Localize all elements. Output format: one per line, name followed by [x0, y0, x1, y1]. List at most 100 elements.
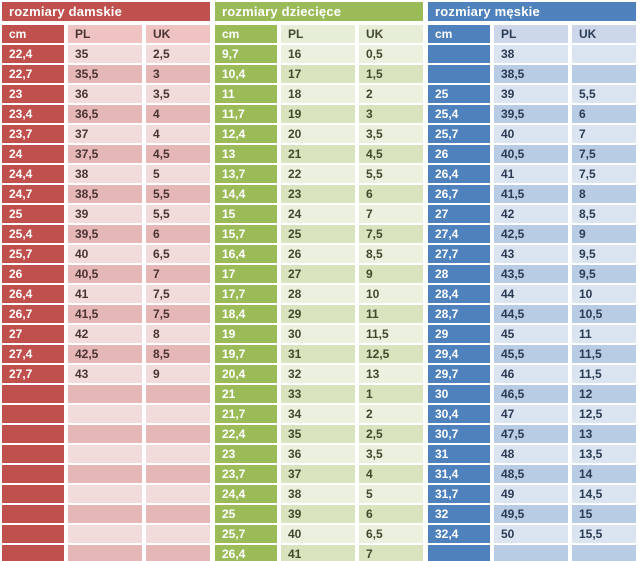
cell-uk: 6	[572, 105, 636, 123]
cell-pl: 33	[281, 385, 355, 403]
cell-pl	[68, 425, 142, 443]
size-table-women: cm PL UK 22,4 35 2,5 22,7 35,5 3 23 36 3,5 23,4 36…	[2, 25, 210, 561]
cell-cm: 29	[428, 325, 490, 343]
cell-pl: 42	[494, 205, 568, 223]
cell-cm: 16,4	[215, 245, 277, 263]
cell-cm: 32,4	[428, 525, 490, 543]
cell-cm: 26,4	[2, 285, 64, 303]
cell-uk: 2,5	[359, 425, 423, 443]
cell-cm: 24,4	[2, 165, 64, 183]
cell-uk: 7	[359, 545, 423, 561]
cell-uk: 5,5	[146, 205, 210, 223]
cell-cm	[2, 445, 64, 463]
cell-uk	[146, 385, 210, 403]
cell-cm: 28	[428, 265, 490, 283]
cell-pl: 49	[494, 485, 568, 503]
cell-pl: 24	[281, 205, 355, 223]
col-header-pl: PL	[281, 25, 355, 43]
cell-cm: 27,4	[428, 225, 490, 243]
cell-cm: 17,7	[215, 285, 277, 303]
cell-uk: 10	[359, 285, 423, 303]
cell-pl: 39	[68, 205, 142, 223]
cell-pl: 25	[281, 225, 355, 243]
cell-pl	[68, 505, 142, 523]
cell-cm: 32	[428, 505, 490, 523]
cell-cm: 14,4	[215, 185, 277, 203]
cell-pl: 21	[281, 145, 355, 163]
section-title-women: rozmiary damskie	[2, 2, 210, 21]
cell-pl: 46,5	[494, 385, 568, 403]
cell-cm	[2, 485, 64, 503]
cell-cm: 28,4	[428, 285, 490, 303]
cell-pl: 47	[494, 405, 568, 423]
cell-pl: 45	[494, 325, 568, 343]
cell-cm	[428, 545, 490, 561]
cell-uk: 9,5	[572, 265, 636, 283]
cell-pl: 47,5	[494, 425, 568, 443]
section-men: rozmiary męskie cm PL UK 38 38,5 25 39 5,5 25…	[428, 2, 636, 561]
cell-pl	[494, 545, 568, 561]
cell-uk: 5,5	[572, 85, 636, 103]
cell-pl: 17	[281, 65, 355, 83]
cell-cm: 22,7	[2, 65, 64, 83]
cell-uk: 4	[359, 465, 423, 483]
cell-uk	[146, 445, 210, 463]
cell-uk: 2	[359, 85, 423, 103]
cell-uk	[146, 545, 210, 561]
cell-uk: 2,5	[146, 45, 210, 63]
cell-cm: 23,7	[2, 125, 64, 143]
cell-pl: 38	[68, 165, 142, 183]
cell-pl: 39	[281, 505, 355, 523]
cell-cm: 31,4	[428, 465, 490, 483]
cell-cm: 25,7	[215, 525, 277, 543]
size-table-men: cm PL UK 38 38,5 25 39 5,5 25,4 39,5 6 25,7 40 7 26…	[428, 25, 636, 561]
cell-pl	[68, 545, 142, 561]
cell-uk: 6,5	[359, 525, 423, 543]
cell-pl: 43,5	[494, 265, 568, 283]
cell-cm: 31	[428, 445, 490, 463]
cell-uk: 15,5	[572, 525, 636, 543]
cell-cm: 21,7	[215, 405, 277, 423]
cell-pl: 34	[281, 405, 355, 423]
cell-pl: 41	[68, 285, 142, 303]
cell-uk: 1,5	[359, 65, 423, 83]
cell-cm	[428, 45, 490, 63]
cell-cm: 24,4	[215, 485, 277, 503]
cell-cm: 25,4	[428, 105, 490, 123]
cell-cm: 13	[215, 145, 277, 163]
col-header-cm: cm	[215, 25, 277, 43]
cell-pl: 37,5	[68, 145, 142, 163]
cell-pl: 40	[68, 245, 142, 263]
cell-cm: 30,7	[428, 425, 490, 443]
cell-cm: 24,7	[2, 185, 64, 203]
cell-uk: 3,5	[359, 445, 423, 463]
cell-uk: 14	[572, 465, 636, 483]
cell-uk: 6	[359, 505, 423, 523]
cell-uk: 6,5	[146, 245, 210, 263]
cell-pl	[68, 385, 142, 403]
cell-cm: 13,7	[215, 165, 277, 183]
cell-cm: 27,7	[428, 245, 490, 263]
cell-cm: 25,7	[428, 125, 490, 143]
cell-pl: 38,5	[494, 65, 568, 83]
cell-pl: 29	[281, 305, 355, 323]
section-title-children: rozmiary dziecięce	[215, 2, 423, 21]
cell-cm: 25	[2, 205, 64, 223]
cell-uk: 0,5	[359, 45, 423, 63]
cell-cm: 27,4	[2, 345, 64, 363]
cell-cm: 25	[215, 505, 277, 523]
cell-cm: 26	[428, 145, 490, 163]
cell-cm: 22,4	[215, 425, 277, 443]
cell-cm: 23,4	[2, 105, 64, 123]
cell-cm: 30	[428, 385, 490, 403]
cell-cm: 23	[215, 445, 277, 463]
cell-cm: 27	[2, 325, 64, 343]
cell-uk: 9	[572, 225, 636, 243]
col-header-cm: cm	[428, 25, 490, 43]
cell-pl: 44,5	[494, 305, 568, 323]
cell-pl: 40	[281, 525, 355, 543]
cell-pl: 30	[281, 325, 355, 343]
cell-uk: 3	[359, 105, 423, 123]
cell-cm: 15	[215, 205, 277, 223]
